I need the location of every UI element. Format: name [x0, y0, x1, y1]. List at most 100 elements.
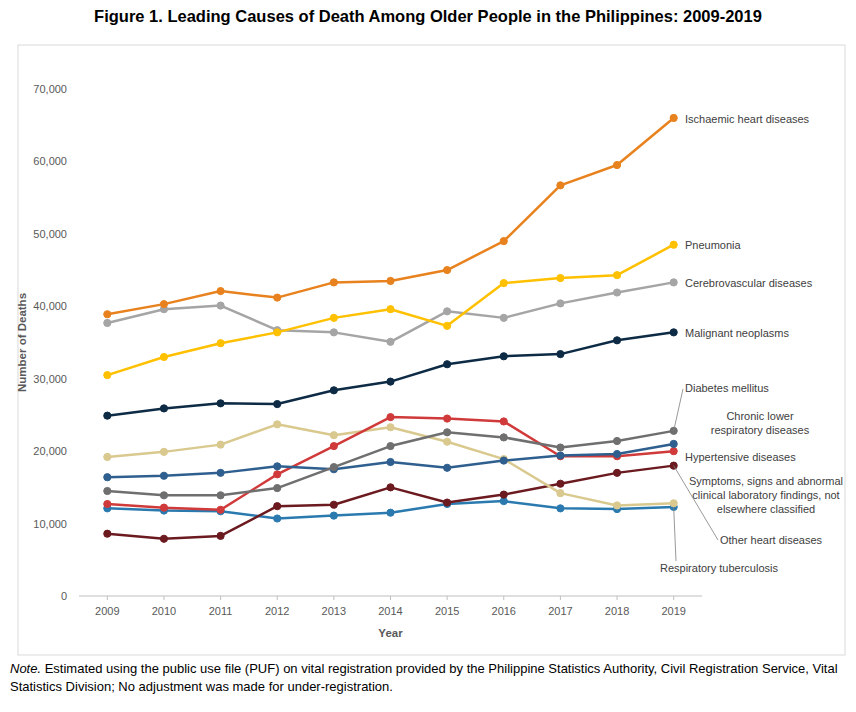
series-marker [217, 400, 224, 407]
series-marker [613, 437, 620, 444]
series-marker [330, 314, 337, 321]
x-tick-label: 2018 [605, 605, 629, 617]
series-label: Hypertensive diseases [685, 451, 796, 463]
series-marker [557, 480, 564, 487]
x-tick-label: 2013 [322, 605, 346, 617]
series-marker [217, 340, 224, 347]
series-marker [613, 161, 620, 168]
y-tick-label: 20,000 [33, 445, 67, 457]
series-marker [104, 412, 111, 419]
x-tick [447, 596, 448, 600]
series-marker [500, 418, 507, 425]
y-tick-label: 0 [61, 590, 67, 602]
title: Figure 1. Leading Causes of Death Among … [94, 7, 762, 25]
series-marker [500, 280, 507, 287]
series-marker [500, 238, 507, 245]
x-tick [333, 596, 334, 600]
series-line [107, 417, 673, 510]
series-marker [104, 487, 111, 494]
series-marker [330, 463, 337, 470]
note-text: Estimated using the public use file (PUF… [10, 661, 838, 694]
series-marker [670, 440, 677, 447]
series-marker [557, 453, 564, 460]
series-marker [500, 434, 507, 441]
series-marker [217, 302, 224, 309]
x-tick [220, 596, 221, 600]
series-marker [387, 277, 394, 284]
series-line [107, 424, 673, 505]
x-tick [503, 596, 504, 600]
series-label: Malignant neoplasms [685, 327, 789, 339]
series-label: Other heart diseases [720, 534, 823, 546]
series-marker [330, 501, 337, 508]
series-marker [500, 314, 507, 321]
series-marker [104, 371, 111, 378]
x-tick-label: 2012 [265, 605, 289, 617]
series-marker [613, 469, 620, 476]
series-marker [557, 350, 564, 357]
series-marker [613, 289, 620, 296]
x-tick-label: 2016 [492, 605, 516, 617]
series-marker [330, 442, 337, 449]
series-marker [104, 319, 111, 326]
series-marker [557, 182, 564, 189]
series-marker [670, 500, 677, 507]
y-tick-label: 10,000 [33, 518, 67, 530]
series-label: Ischaemic heart diseases [685, 113, 810, 125]
x-tick [617, 596, 618, 600]
series-line [107, 282, 673, 341]
series-marker [160, 301, 167, 308]
series-marker [274, 294, 281, 301]
series-marker [613, 272, 620, 279]
series-marker [387, 509, 394, 516]
series-marker [444, 361, 451, 368]
series-marker [160, 504, 167, 511]
series-marker [104, 311, 111, 318]
series-marker [557, 505, 564, 512]
x-tick [163, 596, 164, 600]
series-marker [160, 472, 167, 479]
series-marker [444, 308, 451, 315]
leader-line [674, 466, 718, 540]
series-marker [387, 458, 394, 465]
series-marker [330, 329, 337, 336]
series-marker [444, 429, 451, 436]
series-marker [104, 453, 111, 460]
y-tick-label: 40,000 [33, 300, 67, 312]
series-marker [104, 500, 111, 507]
series-marker [670, 329, 677, 336]
series-marker [330, 432, 337, 439]
series-marker [387, 306, 394, 313]
series-marker [274, 515, 281, 522]
y-tick-label: 30,000 [33, 373, 67, 385]
series-marker [387, 484, 394, 491]
y-tick-label: 50,000 [33, 228, 67, 240]
series-line [107, 118, 673, 314]
series-line [107, 466, 673, 539]
series-marker [274, 421, 281, 428]
series-marker [500, 491, 507, 498]
chart-frame [18, 45, 845, 655]
x-tick-label: 2019 [661, 605, 685, 617]
series-marker [613, 502, 620, 509]
series-marker [557, 300, 564, 307]
series-line [107, 245, 673, 375]
series-marker [160, 492, 167, 499]
series-marker [217, 441, 224, 448]
series-label: Chronic lowerrespiratory diseases [711, 410, 810, 436]
x-tick-label: 2011 [209, 605, 233, 617]
y-tick-label: 60,000 [33, 155, 67, 167]
leader-line [674, 507, 676, 561]
chart: Figure 1. Leading Causes of Death Among … [0, 0, 856, 712]
x-tick [560, 596, 561, 600]
series-marker [160, 448, 167, 455]
x-tick-label: 2014 [378, 605, 402, 617]
series-marker [444, 322, 451, 329]
series-marker [387, 442, 394, 449]
series-marker [104, 474, 111, 481]
series-marker [670, 241, 677, 248]
series-marker [444, 438, 451, 445]
x-tick-label: 2009 [95, 605, 119, 617]
series-marker [444, 464, 451, 471]
note: Note. Estimated using the public use fil… [10, 660, 846, 696]
